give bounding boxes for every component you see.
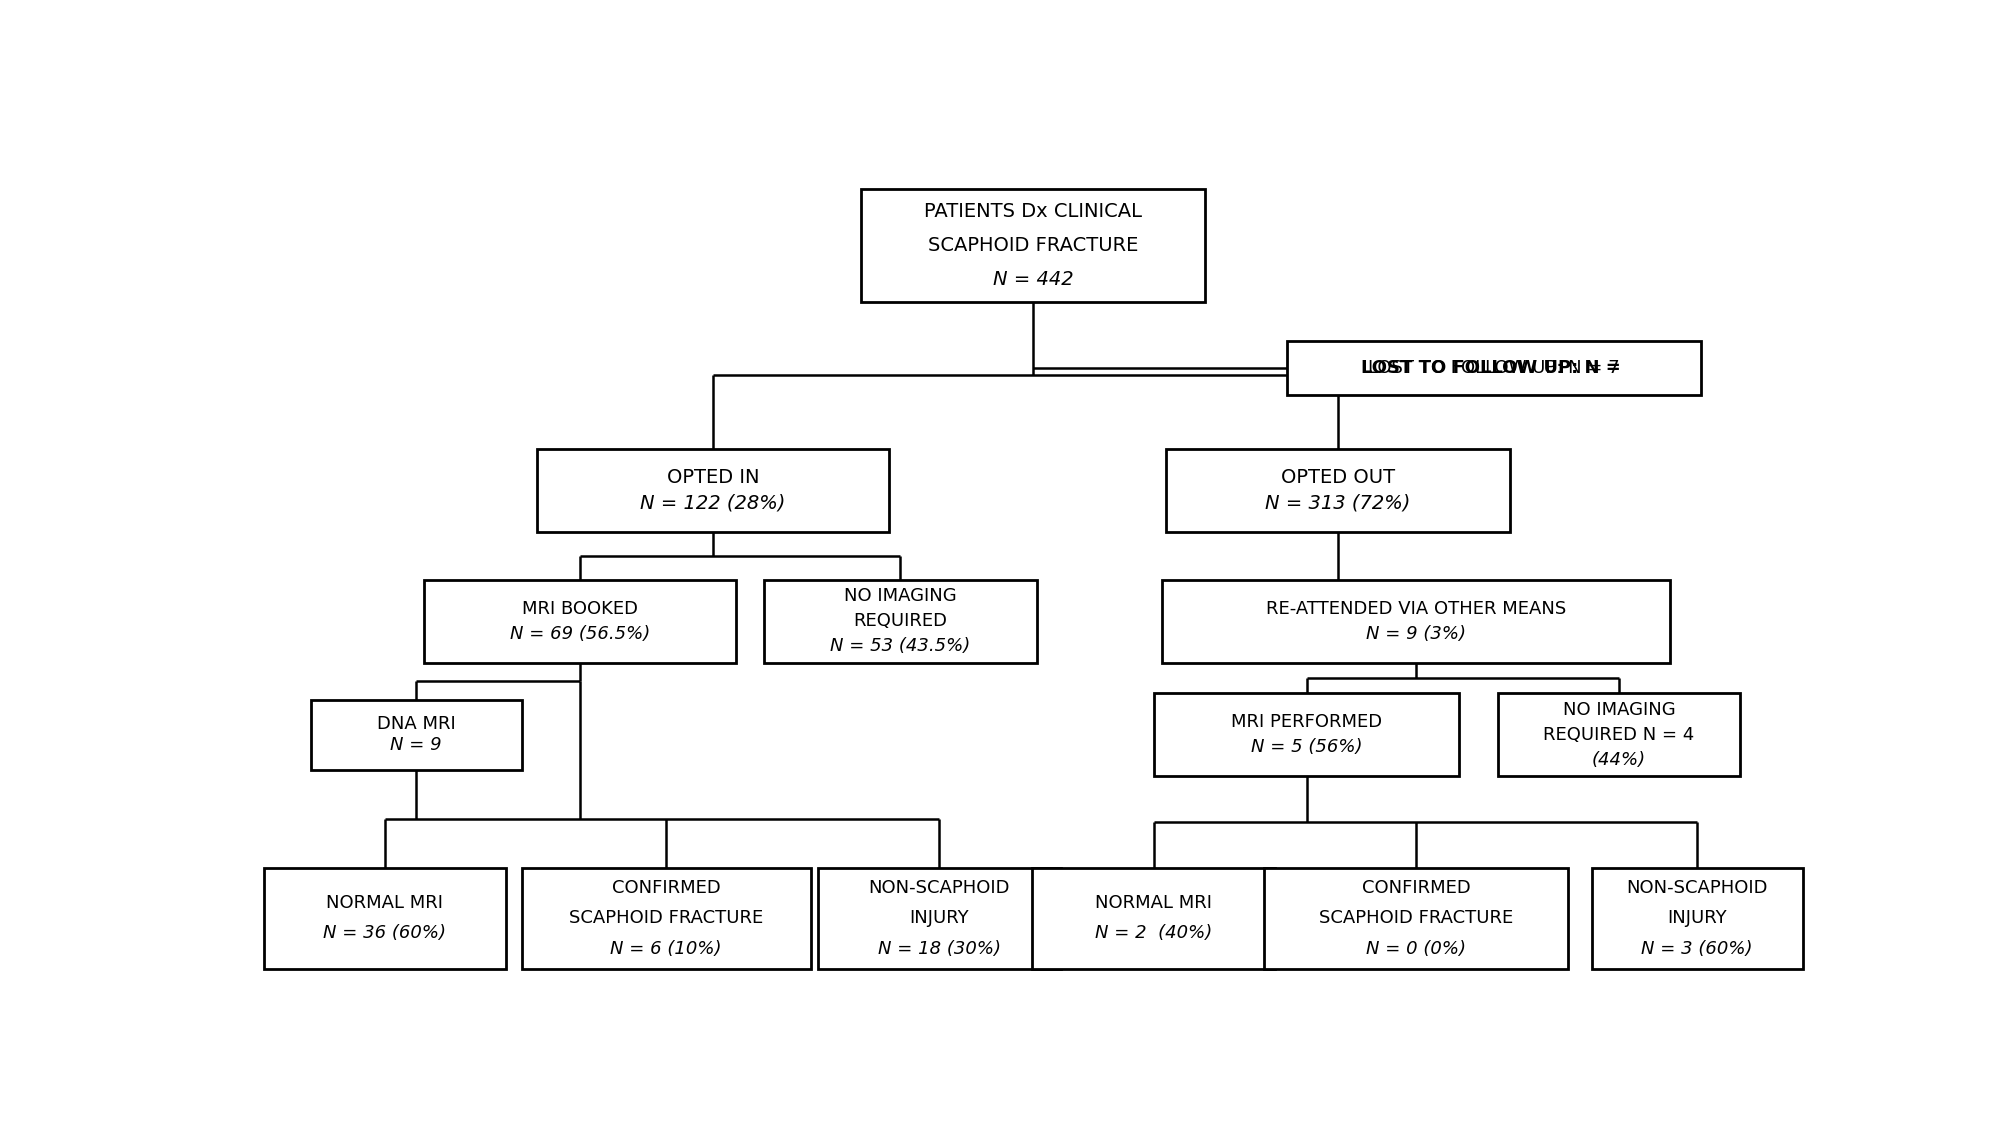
FancyBboxPatch shape (764, 580, 1036, 663)
Text: OPTED OUT: OPTED OUT (1280, 469, 1395, 487)
Text: N = 53 (43.5%): N = 53 (43.5%) (831, 637, 970, 655)
Text: LOST TO FOLLOW UP: N = 7: LOST TO FOLLOW UP: N = 7 (1369, 359, 1621, 377)
FancyBboxPatch shape (1498, 693, 1740, 776)
FancyBboxPatch shape (536, 448, 889, 531)
Text: NORMAL MRI: NORMAL MRI (1095, 894, 1212, 913)
Text: RE-ATTENDED VIA OTHER MEANS: RE-ATTENDED VIA OTHER MEANS (1266, 599, 1566, 617)
Text: (44%): (44%) (1593, 750, 1647, 768)
Text: PATIENTS Dx CLINICAL: PATIENTS Dx CLINICAL (923, 202, 1143, 221)
FancyBboxPatch shape (818, 868, 1060, 968)
Text: N = 18 (30%): N = 18 (30%) (877, 940, 1002, 958)
FancyBboxPatch shape (1593, 868, 1802, 968)
Text: NO IMAGING: NO IMAGING (845, 587, 958, 605)
Text: N = 36 (60%): N = 36 (60%) (323, 925, 446, 942)
Text: SCAPHOID FRACTURE: SCAPHOID FRACTURE (1318, 909, 1514, 927)
FancyBboxPatch shape (522, 868, 810, 968)
Text: LOST TO FOLLOW UP: N =: LOST TO FOLLOW UP: N = (1361, 359, 1627, 377)
Text: MRI BOOKED: MRI BOOKED (522, 599, 639, 617)
Text: NON-SCAPHOID: NON-SCAPHOID (869, 880, 1010, 898)
Text: N = 2  (40%): N = 2 (40%) (1095, 925, 1212, 942)
FancyBboxPatch shape (423, 580, 736, 663)
FancyBboxPatch shape (1165, 448, 1510, 531)
FancyBboxPatch shape (861, 188, 1206, 302)
Text: N = 122 (28%): N = 122 (28%) (641, 493, 786, 512)
Text: DNA MRI: DNA MRI (377, 715, 456, 733)
Text: N = 6 (10%): N = 6 (10%) (611, 940, 722, 958)
Text: N = 5 (56%): N = 5 (56%) (1250, 738, 1363, 756)
FancyBboxPatch shape (1264, 868, 1568, 968)
Text: CONFIRMED: CONFIRMED (1361, 880, 1470, 898)
FancyBboxPatch shape (310, 700, 522, 770)
Text: N = 442: N = 442 (994, 270, 1073, 289)
Text: NORMAL MRI: NORMAL MRI (327, 894, 444, 913)
Text: SCAPHOID FRACTURE: SCAPHOID FRACTURE (569, 909, 764, 927)
Text: CONFIRMED: CONFIRMED (611, 880, 720, 898)
Text: NO IMAGING: NO IMAGING (1562, 701, 1675, 718)
Text: MRI PERFORMED: MRI PERFORMED (1232, 714, 1383, 731)
Text: SCAPHOID FRACTURE: SCAPHOID FRACTURE (927, 236, 1139, 255)
Text: N = 9: N = 9 (391, 737, 442, 755)
Text: NON-SCAPHOID: NON-SCAPHOID (1627, 880, 1768, 898)
Text: N = 9 (3%): N = 9 (3%) (1367, 624, 1466, 642)
Text: OPTED IN: OPTED IN (667, 469, 760, 487)
FancyBboxPatch shape (1032, 868, 1274, 968)
Text: INJURY: INJURY (1667, 909, 1728, 927)
FancyBboxPatch shape (1161, 580, 1669, 663)
Text: INJURY: INJURY (909, 909, 970, 927)
Text: N = 313 (72%): N = 313 (72%) (1266, 493, 1411, 512)
FancyBboxPatch shape (1286, 340, 1702, 395)
Text: N = 3 (60%): N = 3 (60%) (1641, 940, 1754, 958)
Text: N = 69 (56.5%): N = 69 (56.5%) (510, 624, 651, 642)
Text: N = 0 (0%): N = 0 (0%) (1367, 940, 1466, 958)
FancyBboxPatch shape (264, 868, 506, 968)
Text: REQUIRED N = 4: REQUIRED N = 4 (1544, 726, 1695, 743)
FancyBboxPatch shape (1155, 693, 1460, 776)
Text: REQUIRED: REQUIRED (853, 612, 948, 630)
